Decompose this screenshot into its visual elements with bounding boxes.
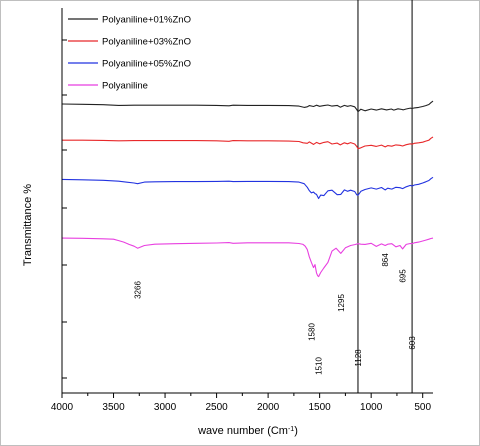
peak-label-864: 864 bbox=[381, 253, 390, 267]
x-tick-label: 1000 bbox=[360, 402, 383, 413]
reference-lines bbox=[357, 0, 413, 393]
legend: Polyaniline+01%ZnO Polyaniline+03%ZnO Poly… bbox=[68, 15, 191, 92]
x-tick-label: 4000 bbox=[51, 402, 74, 413]
series-line-1 bbox=[61, 100, 434, 113]
legend-label-3: Polyaniline+05%ZnO bbox=[102, 59, 191, 70]
x-tick-label: 3500 bbox=[102, 402, 125, 413]
peak-label-695: 695 bbox=[399, 269, 408, 283]
peak-label-1580: 1580 bbox=[307, 323, 316, 341]
y-axis-label: Transmittance % bbox=[22, 184, 34, 266]
legend-label-2: Polyaniline+03%ZnO bbox=[102, 37, 191, 48]
peak-label-1510: 1510 bbox=[315, 357, 324, 375]
series-layer bbox=[61, 100, 434, 278]
peak-label-1128: 1128 bbox=[354, 349, 363, 367]
legend-label-4: Polyaniline bbox=[102, 81, 148, 92]
series-line-4 bbox=[61, 237, 434, 278]
legend-label-1: Polyaniline+01%ZnO bbox=[102, 15, 191, 26]
peak-annotations: 3266 1580 1510 1295 1128 864 695 603 bbox=[134, 253, 418, 375]
x-tick-label: 2500 bbox=[205, 402, 228, 413]
peak-label-3266: 3266 bbox=[134, 281, 143, 299]
x-tick-label: 500 bbox=[414, 402, 431, 413]
axes: 4000 3500 3000 2500 2000 1500 1000 500 bbox=[51, 8, 433, 413]
x-tick-label: 1500 bbox=[309, 402, 332, 413]
peak-label-603: 603 bbox=[408, 336, 417, 350]
series-line-2 bbox=[62, 136, 434, 150]
x-axis-label: wave number (Cm-1) bbox=[197, 425, 298, 437]
x-tick-label: 3000 bbox=[154, 402, 177, 413]
peak-label-1295: 1295 bbox=[337, 294, 346, 312]
series-line-3 bbox=[61, 176, 434, 200]
x-tick-label: 2000 bbox=[257, 402, 280, 413]
